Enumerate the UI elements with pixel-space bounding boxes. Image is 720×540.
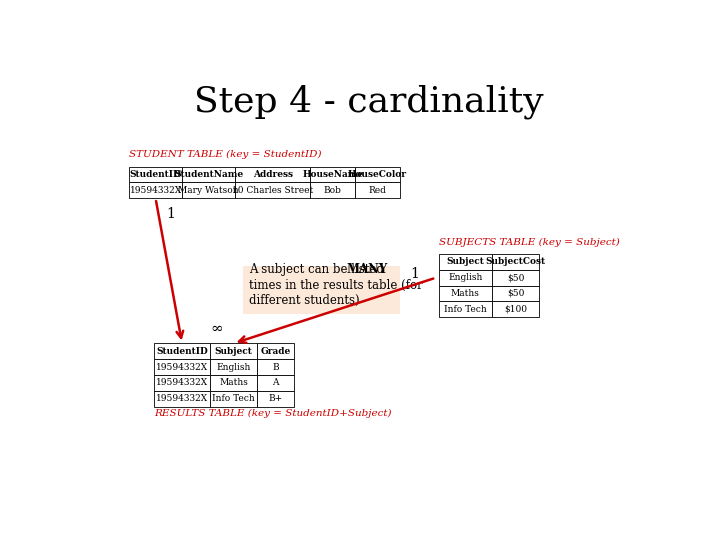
Bar: [235, 183, 310, 198]
Bar: [182, 183, 235, 198]
Text: A: A: [272, 379, 279, 387]
Text: StudentID: StudentID: [130, 170, 181, 179]
Bar: [154, 391, 210, 407]
Bar: [438, 286, 492, 301]
Text: Bob: Bob: [324, 186, 342, 195]
Bar: [243, 266, 400, 314]
Text: 19594332X: 19594332X: [156, 362, 208, 372]
Bar: [258, 359, 294, 375]
Text: 10 Charles Street: 10 Charles Street: [232, 186, 313, 195]
Bar: [154, 375, 210, 391]
Text: $50: $50: [507, 289, 524, 298]
Text: B: B: [272, 362, 279, 372]
Text: Address: Address: [253, 170, 293, 179]
Text: STUDENT TABLE (key = StudentID): STUDENT TABLE (key = StudentID): [129, 150, 322, 159]
Text: Step 4 - cardinality: Step 4 - cardinality: [194, 85, 544, 119]
Text: RESULTS TABLE (key = StudentID+Subject): RESULTS TABLE (key = StudentID+Subject): [154, 409, 392, 418]
Text: 1: 1: [410, 267, 419, 281]
Text: $100: $100: [504, 305, 527, 314]
Bar: [355, 183, 400, 198]
Bar: [210, 343, 258, 359]
Bar: [355, 167, 400, 183]
Bar: [492, 254, 539, 270]
Text: Red: Red: [369, 186, 387, 195]
Text: StudentName: StudentName: [174, 170, 243, 179]
Text: 19594332X: 19594332X: [156, 394, 208, 403]
Bar: [438, 301, 492, 317]
Bar: [210, 359, 258, 375]
Text: Subject: Subject: [215, 347, 253, 356]
Bar: [438, 270, 492, 286]
Bar: [210, 375, 258, 391]
Bar: [492, 270, 539, 286]
Text: 19594332X: 19594332X: [156, 379, 208, 387]
Bar: [154, 359, 210, 375]
Bar: [182, 167, 235, 183]
Bar: [258, 375, 294, 391]
Bar: [438, 254, 492, 270]
Text: times in the results table (for: times in the results table (for: [249, 279, 423, 292]
Text: Subject: Subject: [446, 258, 484, 266]
Text: Grade: Grade: [261, 347, 291, 356]
Text: SubjectCost: SubjectCost: [485, 258, 546, 266]
Text: English: English: [448, 273, 482, 282]
Text: A subject can be listed: A subject can be listed: [249, 264, 387, 276]
Text: Maths: Maths: [451, 289, 480, 298]
Text: different students): different students): [249, 294, 360, 307]
Text: 19594332X: 19594332X: [130, 186, 181, 195]
Text: MANY: MANY: [347, 264, 388, 276]
Bar: [258, 391, 294, 407]
Bar: [235, 167, 310, 183]
Text: Info Tech: Info Tech: [444, 305, 487, 314]
Text: HouseColor: HouseColor: [348, 170, 407, 179]
Text: Mary Watson: Mary Watson: [179, 186, 239, 195]
Bar: [154, 343, 210, 359]
Bar: [129, 183, 182, 198]
Text: StudentID: StudentID: [156, 347, 208, 356]
Bar: [492, 301, 539, 317]
Text: ∞: ∞: [210, 322, 223, 336]
Bar: [210, 391, 258, 407]
Bar: [310, 183, 355, 198]
Bar: [129, 167, 182, 183]
Bar: [258, 343, 294, 359]
Text: $50: $50: [507, 273, 524, 282]
Text: SUBJECTS TABLE (key = Subject): SUBJECTS TABLE (key = Subject): [438, 238, 619, 246]
Text: 1: 1: [167, 207, 176, 220]
Text: English: English: [217, 362, 251, 372]
Text: Maths: Maths: [220, 379, 248, 387]
Text: Info Tech: Info Tech: [212, 394, 255, 403]
Text: HouseName: HouseName: [302, 170, 364, 179]
Bar: [492, 286, 539, 301]
Bar: [310, 167, 355, 183]
Text: B+: B+: [269, 394, 282, 403]
